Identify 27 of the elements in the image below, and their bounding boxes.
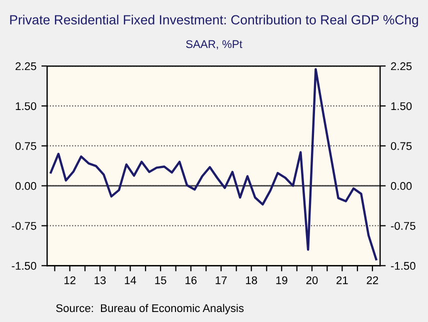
x-tick-label: 21 <box>336 276 348 284</box>
x-tick-label: 15 <box>155 276 166 284</box>
x-tick-label: 16 <box>186 276 197 284</box>
y2-tick-label: -1.50 <box>390 262 416 270</box>
x-tick-label: 14 <box>124 276 136 284</box>
y2-tick-label: -0.75 <box>390 222 416 230</box>
y-tick-label: -0.75 <box>12 222 36 230</box>
y-tick-label: 2.25 <box>16 62 36 70</box>
chart-subtitle: SAAR, %Pt <box>186 40 242 50</box>
y-tick-label: 1.50 <box>16 102 36 110</box>
x-tick-label: 22 <box>366 276 378 284</box>
y2-tick-label: 0.75 <box>390 142 412 150</box>
source-note: Source: Bureau of Economic Analysis <box>56 304 244 314</box>
x-tick-label: 13 <box>94 276 106 284</box>
y-tick-label: 0.75 <box>15 142 36 150</box>
chart-title: Private Residential Fixed Investment: Contribution to Real GDP %Chg <box>10 14 418 28</box>
y-tick-label: 0.00 <box>15 182 36 190</box>
y-tick-label: -1.50 <box>12 262 36 270</box>
y2-tick-label: 2.25 <box>391 62 412 70</box>
y2-tick-label: 1.50 <box>391 102 412 110</box>
x-tick-label: 17 <box>216 276 227 284</box>
y2-tick-label: 0.00 <box>390 182 412 190</box>
line-series <box>50 68 378 260</box>
x-tick-label: 12 <box>64 276 76 284</box>
x-tick-label: 18 <box>246 276 258 284</box>
x-tick-label: 19 <box>276 276 288 284</box>
x-tick-label: 20 <box>306 276 318 284</box>
